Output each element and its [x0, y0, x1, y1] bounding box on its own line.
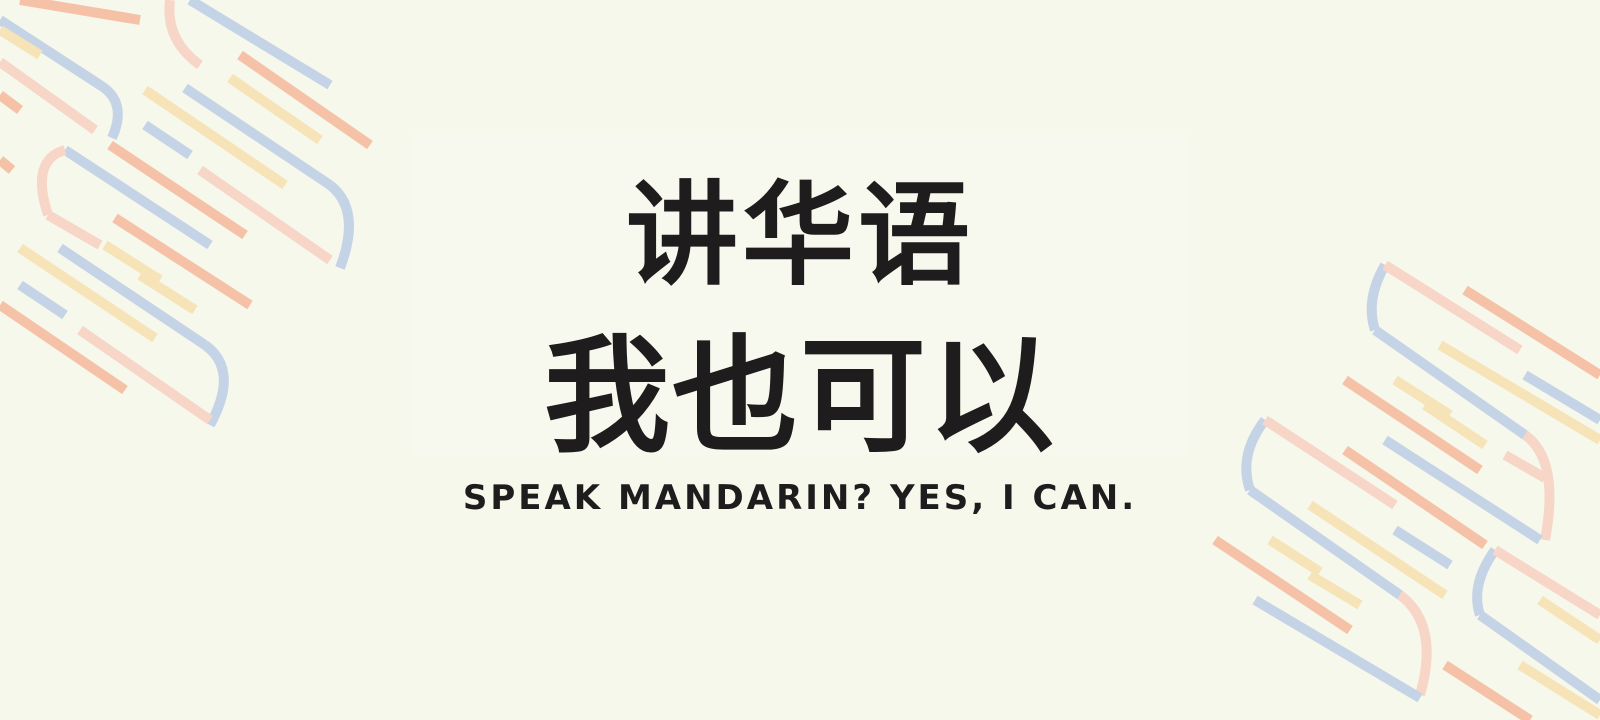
chinese-title-line-2: 我也可以	[544, 323, 1056, 470]
chinese-title-line-1: 讲华语	[626, 171, 974, 301]
english-subtitle: SPEAK MANDARIN? YES, I CAN.	[462, 478, 1138, 518]
title-block: 讲华语 我也可以	[410, 135, 1190, 470]
